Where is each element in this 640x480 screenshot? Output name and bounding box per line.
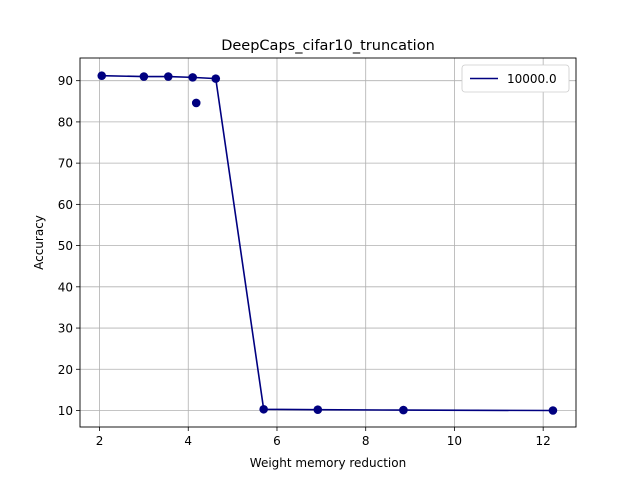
y-tick-label: 30	[58, 322, 73, 336]
x-tick-label: 6	[273, 434, 281, 448]
legend-label: 10000.0	[507, 72, 557, 86]
plot-frame	[79, 57, 577, 428]
legend-box	[461, 64, 570, 93]
x-tick-label: 2	[96, 434, 104, 448]
x-tick-label: 4	[184, 434, 192, 448]
data-point	[548, 406, 558, 415]
data-point	[259, 404, 268, 414]
data-point	[139, 72, 149, 81]
y-axis-label: Accuracy	[32, 215, 46, 270]
axis-ticks: 2 4 6 8 10 12 10 20 30 40 50 60 70 80 90	[58, 74, 551, 448]
y-tick-label: 90	[58, 74, 73, 88]
y-tick-label: 60	[58, 198, 73, 212]
data-point	[191, 98, 201, 108]
data-point	[313, 405, 323, 414]
y-tick-label: 70	[58, 157, 73, 171]
chart-title: DeepCaps_cifar10_truncation	[221, 38, 435, 54]
legend: 10000.0	[461, 64, 570, 93]
data-point	[163, 72, 173, 81]
grid-lines	[80, 58, 576, 427]
series-layer	[97, 71, 558, 415]
data-point	[97, 71, 107, 81]
y-tick-label: 10	[58, 404, 73, 418]
data-point	[211, 74, 221, 83]
x-tick-label: 12	[536, 434, 551, 448]
y-tick-label: 20	[58, 363, 73, 377]
x-axis-label: Weight memory reduction	[250, 456, 406, 470]
x-tick-label: 10	[447, 434, 462, 448]
y-tick-label: 40	[58, 280, 73, 294]
y-tick-label: 50	[58, 239, 73, 253]
data-point	[188, 73, 197, 82]
y-tick-label: 80	[58, 115, 73, 129]
data-point	[399, 405, 408, 415]
x-tick-label: 8	[362, 434, 370, 448]
